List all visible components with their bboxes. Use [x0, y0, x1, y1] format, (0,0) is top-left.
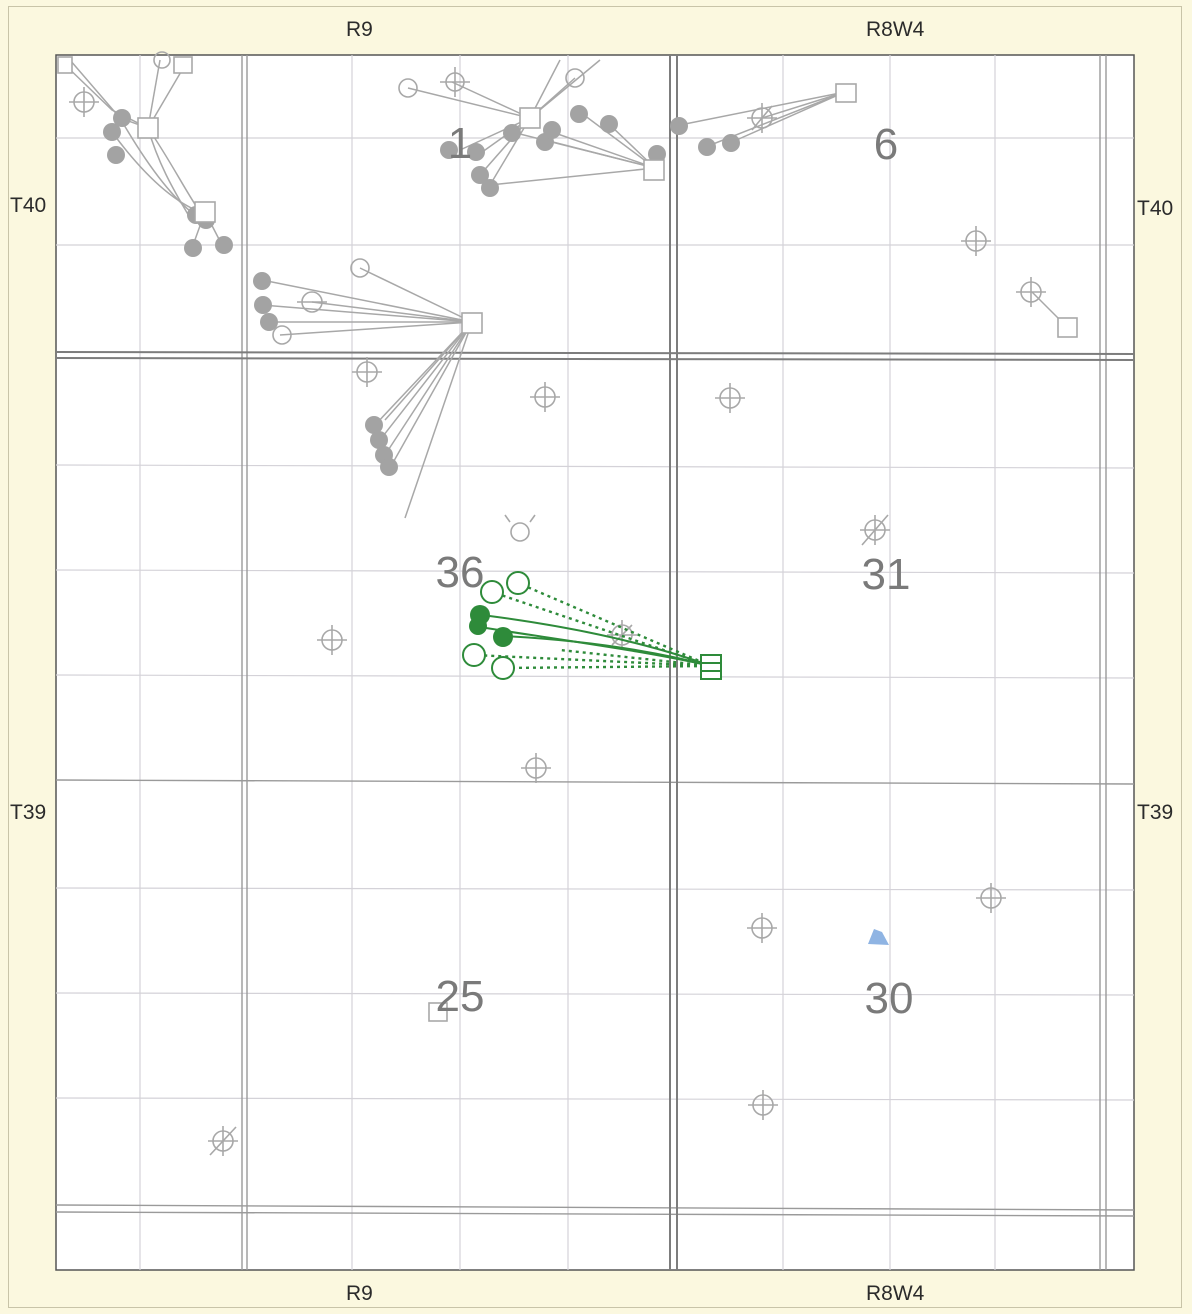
township-label-left-lower: T39 [10, 801, 47, 824]
section-lines [55, 55, 1135, 1270]
gray-well-symbols [69, 51, 1046, 1156]
section-25-label: 25 [435, 972, 485, 1021]
range-label-top-right: R8W4 [866, 18, 925, 41]
township-label-right-lower: T39 [1137, 801, 1174, 824]
township-boundaries [55, 55, 1135, 1270]
green-planned-holes [462, 571, 530, 680]
section-31-label: 31 [861, 550, 911, 599]
section-30-label: 30 [864, 974, 914, 1023]
quarter-grid [55, 55, 1135, 1270]
map-area [55, 54, 1135, 1271]
section-1-label: 1 [447, 119, 473, 168]
section-6-label: 6 [873, 120, 899, 169]
range-label-bottom-right: R8W4 [866, 1282, 925, 1305]
green-planned-traces [473, 581, 712, 670]
range-label-top-left: R9 [346, 18, 373, 41]
township-label-right-upper: T40 [1137, 197, 1174, 220]
water-body-icon [868, 929, 889, 945]
gray-pad-squares [57, 56, 1078, 1022]
township-label-left-upper: T40 [10, 194, 47, 217]
range-label-bottom-left: R9 [346, 1282, 373, 1305]
green-bottom-holes [469, 605, 513, 647]
gray-bottom-holes [103, 105, 740, 476]
green-well-group[interactable] [462, 571, 722, 680]
green-pad-square [700, 654, 722, 680]
section-36-label: 36 [435, 548, 485, 597]
frame-border [8, 6, 1182, 1308]
